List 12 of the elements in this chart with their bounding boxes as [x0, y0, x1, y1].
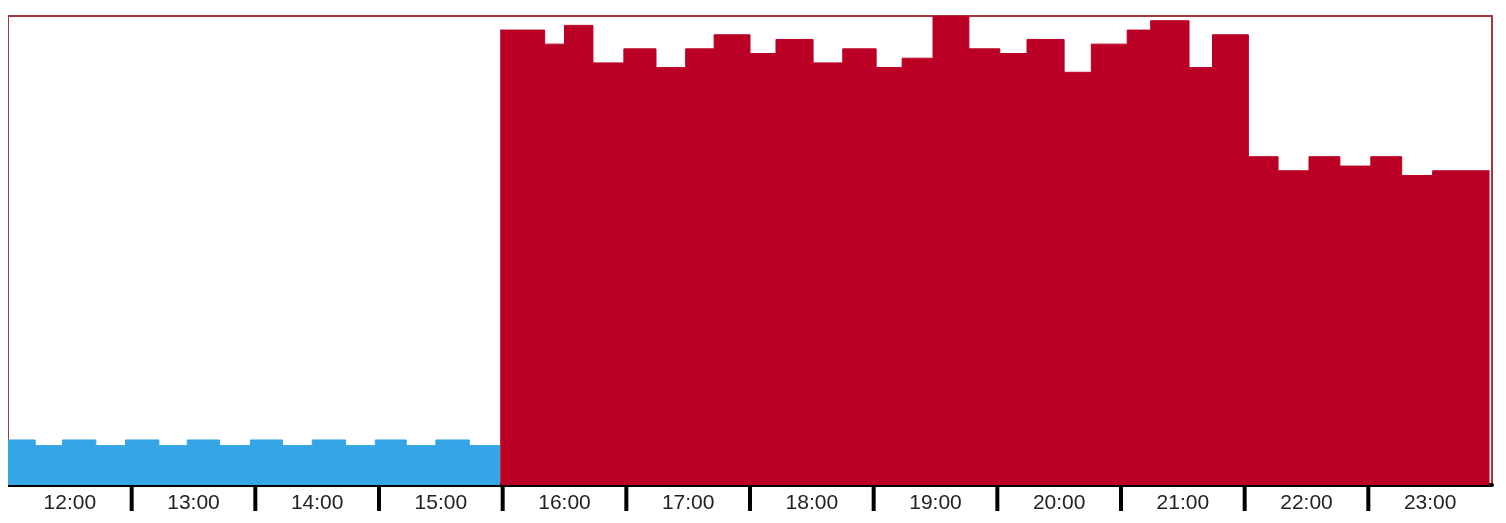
x-tick-label: 13:00: [167, 490, 220, 513]
x-tick-label: 21:00: [1156, 490, 1210, 513]
x-tick-label: 16:00: [538, 490, 591, 513]
x-tick-label: 12:00: [43, 490, 97, 513]
x-tick-label: 18:00: [785, 490, 839, 513]
x-tick-label: 17:00: [661, 490, 715, 513]
x-tick-label: 19:00: [909, 490, 962, 513]
x-tick-label: 15:00: [414, 490, 468, 513]
x-tick-label: 20:00: [1032, 490, 1086, 513]
x-tick-label: 14:00: [290, 490, 344, 513]
x-tick-label: 23:00: [1403, 490, 1457, 513]
x-tick-label: 22:00: [1280, 490, 1333, 513]
